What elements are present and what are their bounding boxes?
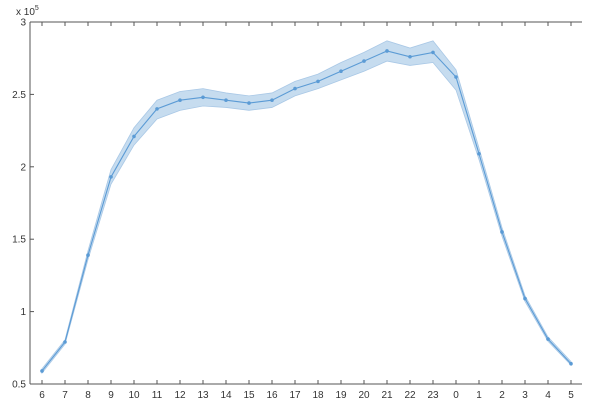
axes: 0.511.522.536 7 8 9 10 11 12 13 14 15 16 17 18 19 20 21… xyxy=(12,18,582,401)
x-tick-label: 19 xyxy=(335,390,347,401)
x-tick-label: 6 xyxy=(39,390,45,401)
x-tick-label: 23 xyxy=(427,390,439,401)
data-point-0 xyxy=(454,75,458,79)
data-point-6 xyxy=(40,369,44,373)
x-tick-label: 22 xyxy=(404,390,416,401)
data-point-15 xyxy=(247,101,251,105)
x-tick-label: 7 xyxy=(62,390,68,401)
x-tick-label: 16 xyxy=(266,390,278,401)
data-point-12 xyxy=(178,98,182,102)
x-tick-label: 20 xyxy=(358,390,370,401)
data-point-19 xyxy=(339,69,343,74)
data-point-9 xyxy=(109,175,113,179)
x-tick-label: 0 xyxy=(453,390,459,401)
data-point-18 xyxy=(316,79,320,84)
confidence-band-layer xyxy=(41,40,572,375)
x-tick-label: 2 xyxy=(499,390,505,401)
x-tick-label: 8 xyxy=(85,390,91,401)
data-point-3 xyxy=(523,296,527,301)
data-point-layer xyxy=(40,49,573,373)
y-tick-label: 2 xyxy=(20,162,26,173)
data-point-23 xyxy=(431,50,435,55)
x-tick-label: 11 xyxy=(152,390,163,401)
x-tick-label: 5 xyxy=(568,390,574,401)
data-point-22 xyxy=(408,54,412,59)
series-line xyxy=(41,50,572,372)
x-tick-label: 10 xyxy=(128,390,140,401)
x-tick-label: 13 xyxy=(197,390,209,401)
data-point-14 xyxy=(224,98,228,102)
data-point-1 xyxy=(477,151,481,156)
data-point-10 xyxy=(132,134,136,139)
data-point-13 xyxy=(201,95,205,100)
y-tick-label: 3 xyxy=(20,18,26,29)
x-tick-label: 4 xyxy=(545,390,551,401)
y-tick-label: 2.5 xyxy=(12,90,26,101)
x-tick-label: 14 xyxy=(220,390,232,401)
data-point-17 xyxy=(293,86,297,91)
y-tick-label: 0.5 xyxy=(12,380,26,391)
y-tick-label: 1 xyxy=(20,307,26,318)
confidence-band xyxy=(41,40,572,375)
x-tick-label: 18 xyxy=(312,390,324,401)
x-tick-label: 9 xyxy=(108,390,114,401)
data-point-4 xyxy=(546,337,550,341)
data-point-2 xyxy=(500,230,504,234)
x-tick-label: 3 xyxy=(522,390,528,401)
data-point-11 xyxy=(155,107,159,111)
data-point-5 xyxy=(569,361,573,366)
data-point-16 xyxy=(270,98,274,102)
x-tick-label: 15 xyxy=(243,390,255,401)
y-exponent-label: x 105 xyxy=(16,5,39,18)
x-tick-label: 17 xyxy=(289,390,301,401)
y-tick-label: 1.5 xyxy=(12,235,26,246)
series-line-layer xyxy=(41,50,572,372)
data-point-7 xyxy=(63,340,67,344)
x-tick-label: 21 xyxy=(381,390,393,401)
data-point-8 xyxy=(86,253,90,257)
data-point-20 xyxy=(362,59,366,63)
data-point-21 xyxy=(385,49,389,53)
x-tick-label: 1 xyxy=(476,390,482,401)
x-tick-label: 12 xyxy=(174,390,186,401)
